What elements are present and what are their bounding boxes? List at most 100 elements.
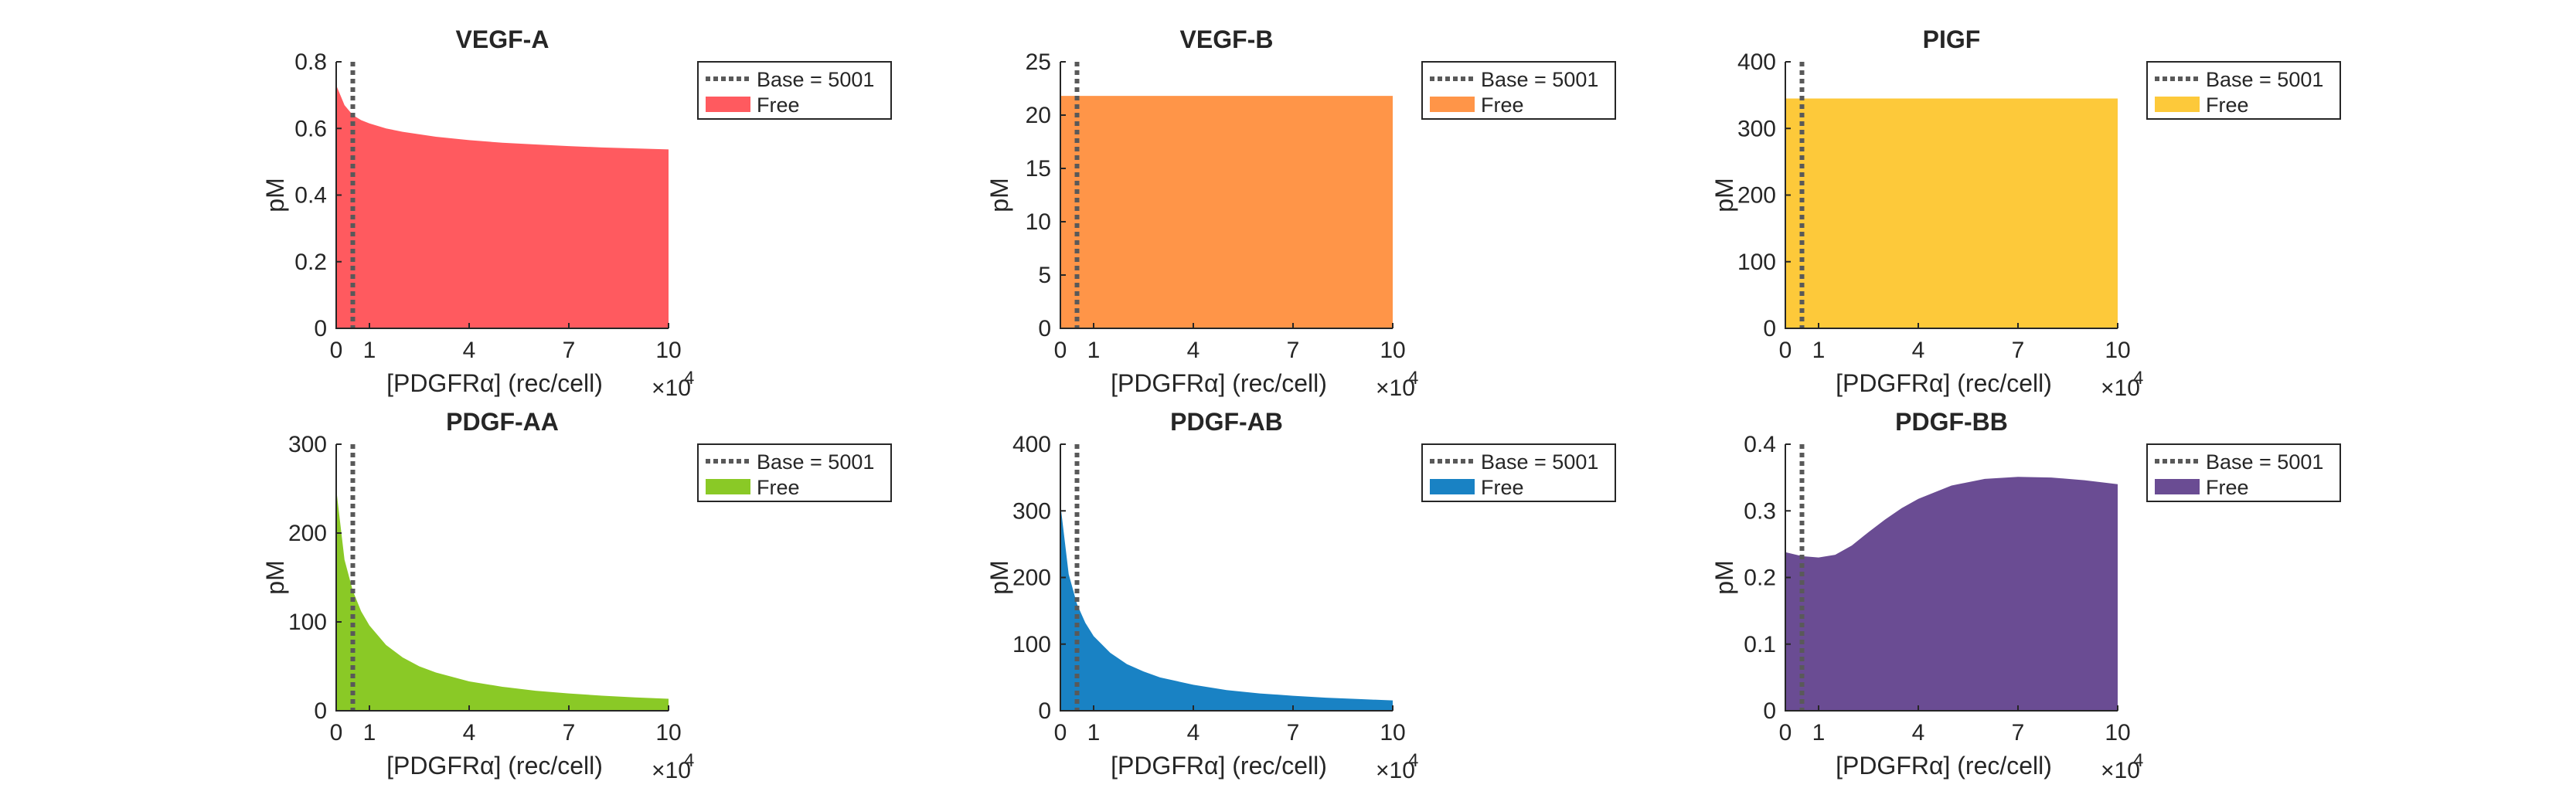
y-tick-label: 0.2 — [294, 250, 327, 275]
y-tick-label: 0.1 — [1744, 632, 1776, 657]
x-tick-label: 4 — [463, 338, 476, 363]
y-axis-label: pM — [261, 178, 289, 212]
x-tick-label: 7 — [563, 338, 576, 363]
legend-free-swatch — [706, 479, 750, 494]
x-axis-label: [PDGFRα] (rec/cell) — [1111, 369, 1327, 397]
y-axis-label: pM — [985, 560, 1013, 594]
x-tick-label: 10 — [655, 338, 681, 363]
legend-label-free: Free — [1481, 476, 1524, 499]
x-scale-exponent: 4 — [2133, 368, 2143, 389]
y-tick-label: 300 — [1737, 116, 1776, 141]
legend-label-baseline: Base = 5001 — [2206, 450, 2323, 474]
chart-title: PIGF — [1923, 25, 1981, 53]
legend-free-swatch — [1430, 479, 1475, 494]
x-axis-label: [PDGFRα] (rec/cell) — [386, 752, 603, 780]
y-tick-label: 0.8 — [294, 49, 327, 75]
legend-label-baseline: Base = 5001 — [757, 68, 874, 91]
x-tick-label: 1 — [363, 720, 376, 746]
x-tick-label: 10 — [1380, 720, 1405, 746]
x-tick-label: 10 — [2105, 338, 2130, 363]
x-tick-label: 0 — [330, 720, 343, 746]
y-tick-label: 100 — [1012, 632, 1051, 657]
x-tick-label: 4 — [1912, 720, 1925, 746]
x-tick-label: 10 — [1380, 338, 1405, 363]
chart-title: VEGF-A — [456, 25, 550, 53]
y-tick-label: 0.3 — [1744, 498, 1776, 524]
y-axis-label: pM — [985, 178, 1013, 212]
y-tick-label: 100 — [288, 610, 327, 635]
x-tick-label: 7 — [2012, 720, 2025, 746]
y-tick-label: 10 — [1026, 209, 1051, 235]
y-axis-label: pM — [261, 560, 289, 594]
legend-label-baseline: Base = 5001 — [1481, 450, 1598, 474]
y-tick-label: 5 — [1038, 263, 1051, 288]
y-tick-label: 0 — [1763, 316, 1776, 341]
y-tick-label: 0 — [314, 316, 327, 341]
y-tick-label: 0.4 — [1744, 432, 1776, 457]
x-tick-label: 0 — [1779, 720, 1792, 746]
y-tick-label: 20 — [1026, 103, 1051, 128]
area-free — [1060, 504, 1393, 711]
x-tick-label: 7 — [563, 720, 576, 746]
area-free — [336, 488, 669, 711]
x-scale-multiplier: ×10 — [1376, 758, 1415, 783]
y-tick-label: 400 — [1012, 432, 1051, 457]
legend-free-swatch — [2155, 97, 2200, 112]
x-tick-label: 7 — [1287, 720, 1300, 746]
x-tick-label: 1 — [1812, 338, 1826, 363]
y-tick-label: 200 — [1012, 566, 1051, 591]
y-tick-label: 100 — [1737, 250, 1776, 275]
y-tick-label: 0 — [1038, 316, 1051, 341]
y-tick-label: 300 — [1012, 498, 1051, 524]
y-tick-label: 400 — [1737, 49, 1776, 75]
chart-title: VEGF-B — [1180, 25, 1274, 53]
x-scale-exponent: 4 — [1408, 750, 1418, 771]
legend-label-free: Free — [1481, 93, 1524, 117]
x-tick-label: 4 — [463, 720, 476, 746]
x-axis-label: [PDGFRα] (rec/cell) — [386, 369, 603, 397]
x-scale-exponent: 4 — [1408, 368, 1418, 389]
y-tick-label: 15 — [1026, 156, 1051, 182]
x-tick-label: 0 — [1054, 720, 1067, 746]
chart-title: PDGF-BB — [1895, 408, 2008, 436]
y-axis-label: pM — [1710, 560, 1738, 594]
legend-label-baseline: Base = 5001 — [1481, 68, 1598, 91]
y-tick-label: 0.2 — [1744, 566, 1776, 591]
x-tick-label: 1 — [363, 338, 376, 363]
legend-label-baseline: Base = 5001 — [2206, 68, 2323, 91]
x-axis-label: [PDGFRα] (rec/cell) — [1836, 752, 2052, 780]
area-free — [1060, 96, 1393, 328]
legend-label-free: Free — [2206, 93, 2249, 117]
y-axis-label: pM — [1710, 178, 1738, 212]
y-tick-label: 0.6 — [294, 116, 327, 141]
y-tick-label: 200 — [1737, 183, 1776, 209]
x-tick-label: 0 — [1779, 338, 1792, 363]
x-scale-multiplier: ×10 — [2101, 758, 2140, 783]
y-tick-label: 200 — [288, 521, 327, 546]
x-tick-label: 1 — [1812, 720, 1826, 746]
legend-label-baseline: Base = 5001 — [757, 450, 874, 474]
y-tick-label: 0 — [314, 698, 327, 724]
legend-free-swatch — [2155, 479, 2200, 494]
y-tick-label: 0 — [1038, 698, 1051, 724]
x-scale-multiplier: ×10 — [2101, 375, 2140, 401]
x-tick-label: 7 — [2012, 338, 2025, 363]
x-tick-label: 4 — [1912, 338, 1925, 363]
y-tick-label: 0.4 — [294, 183, 327, 209]
x-tick-label: 1 — [1087, 720, 1101, 746]
y-tick-label: 300 — [288, 432, 327, 457]
x-scale-exponent: 4 — [684, 750, 694, 771]
x-scale-multiplier: ×10 — [1376, 375, 1415, 401]
